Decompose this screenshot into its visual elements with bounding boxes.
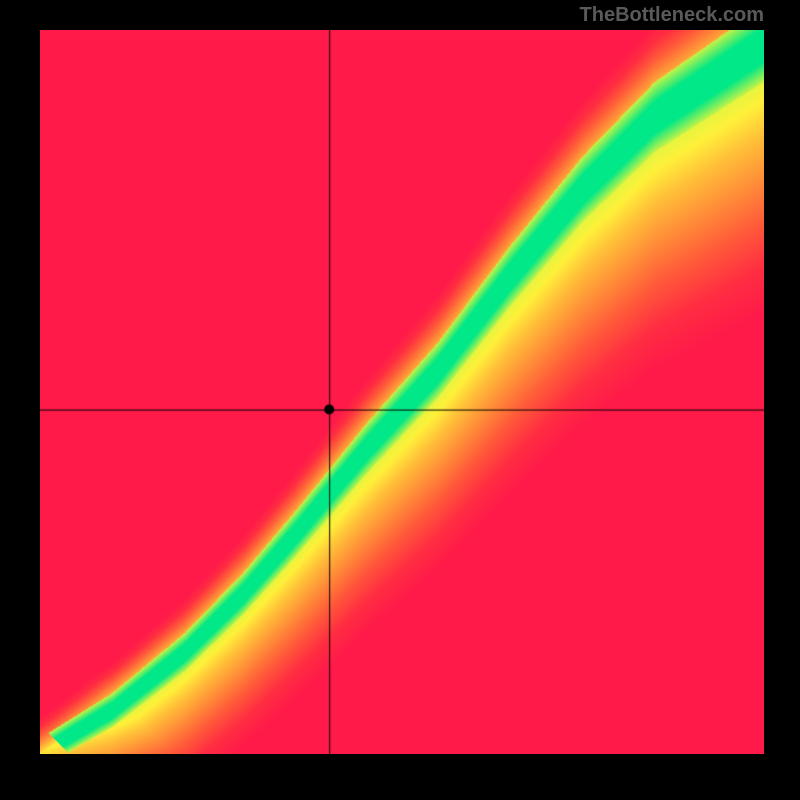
- watermark-text: TheBottleneck.com: [580, 4, 764, 27]
- heatmap-canvas: [40, 30, 764, 754]
- plot-area: [40, 30, 764, 754]
- chart-frame: TheBottleneck.com: [0, 0, 800, 800]
